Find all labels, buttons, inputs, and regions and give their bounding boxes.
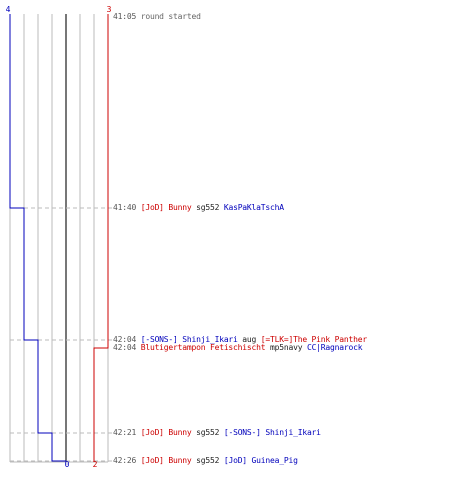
weapon-name: aug	[242, 335, 257, 344]
team-b-alive-line	[93, 14, 109, 462]
kill-row: 42:04 [-SONS-] Shinji_Ikari aug [=TLK=]T…	[113, 334, 367, 346]
team-a-alive-line	[9, 14, 67, 462]
team-a-start-label: 4	[6, 5, 11, 14]
alive-count-steps	[9, 14, 109, 462]
event-row: 41:05 round started	[113, 11, 201, 23]
weapon-name: sg552	[196, 428, 220, 437]
event-text: round started	[140, 12, 201, 21]
killer-name: [-SONS-] Shinji_Ikari	[140, 335, 238, 344]
victim-name: CC|Ragnarock	[306, 343, 363, 352]
event-time: 42:21	[113, 428, 137, 437]
killer-name: [JoD] Bunny	[140, 203, 192, 212]
team-b-end-label: 2	[93, 460, 98, 469]
weapon-name: mp5navy	[270, 343, 303, 352]
event-time: 42:04	[113, 335, 137, 344]
victim-name: KasPaKlaTschA	[223, 203, 284, 212]
team-a-end-label: 0	[65, 460, 70, 469]
victim-name: [JoD] Guinea_Pig	[223, 456, 298, 465]
team-b-start-label: 3	[107, 5, 112, 14]
grid-lines	[9, 14, 109, 463]
kill-row: 42:04 Blutigertampon Fetischischt mp5nav…	[113, 342, 363, 354]
killer-name: [JoD] Bunny	[140, 428, 192, 437]
event-time: 41:05	[113, 12, 137, 21]
event-time: 42:04	[113, 343, 137, 352]
event-time: 41:40	[113, 203, 137, 212]
weapon-name: sg552	[196, 456, 220, 465]
weapon-name: sg552	[196, 203, 220, 212]
event-time: 42:26	[113, 456, 137, 465]
victim-name: [-SONS-] Shinji_Ikari	[223, 428, 321, 437]
event-dashed-lines	[10, 207, 112, 462]
kill-row: 42:26 [JoD] Bunny sg552 [JoD] Guinea_Pig	[113, 455, 298, 467]
victim-name: [=TLK=]The Pink Panther	[260, 335, 367, 344]
killer-name: [JoD] Bunny	[140, 456, 192, 465]
killer-name: Blutigertampon Fetischischt	[140, 343, 266, 352]
kill-row: 41:40 [JoD] Bunny sg552 KasPaKlaTschA	[113, 202, 284, 214]
kill-row: 42:21 [JoD] Bunny sg552 [-SONS-] Shinji_…	[113, 427, 321, 439]
